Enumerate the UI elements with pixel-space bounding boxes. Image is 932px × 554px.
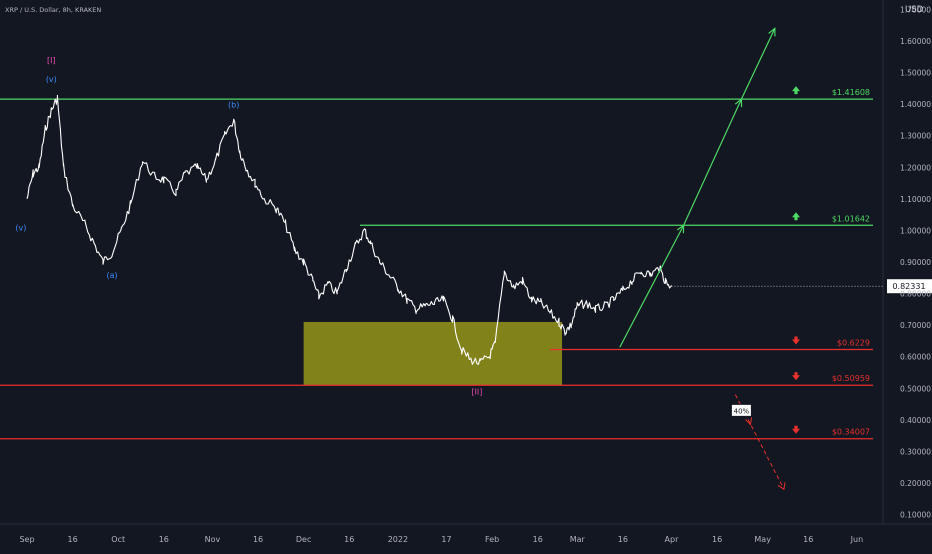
x-tick-label: 16 [803,535,813,544]
percent-annotation-box [730,403,752,417]
x-tick-label: Feb [485,535,499,544]
x-tick-label: Jun [850,535,864,544]
y-tick-label: 1.50000 [900,69,931,78]
price-level-label: $1.01642 [832,214,870,223]
x-tick-label: 16 [533,535,543,544]
wave-label: (a) [107,271,118,280]
x-tick-label: 16 [618,535,628,544]
x-tick-label: May [754,535,771,544]
x-tick-label: 16 [68,535,78,544]
wave-label: (v) [46,75,57,84]
x-tick-label: Mar [570,535,586,544]
x-tick-label: Dec [296,535,311,544]
currency-label: USD [905,5,924,15]
arrow-down-icon [792,425,800,434]
arrow-up-icon [792,212,800,221]
x-tick-label: 17 [441,535,451,544]
x-tick-label: Apr [665,535,680,544]
y-tick-label: 0.50000 [900,384,931,393]
y-tick-label: 1.70000 [900,5,931,14]
y-tick-label: 0.10000 [900,511,931,520]
y-tick-label: 0.70000 [900,321,931,330]
percent-annotation: 40% [734,407,750,415]
y-tick-label: 0.20000 [900,479,931,488]
support-zone[interactable] [303,321,563,386]
arrow-head-icon [768,27,776,37]
x-tick-label: Sep [19,535,34,544]
y-tick-label: 0.60000 [900,353,931,362]
y-tick-label: 1.00000 [900,226,931,235]
price-level-label: $0.6229 [837,338,870,347]
y-tick-label: 1.30000 [900,132,931,141]
arrow-head-icon [745,417,753,426]
price-level-label: $0.50959 [832,374,870,383]
wave-label: [I] [47,56,56,65]
x-tick-label: Nov [205,535,221,544]
wave-label: (v) [15,223,26,232]
y-tick-label: 1.60000 [900,37,931,46]
arrow-down-icon [792,372,800,381]
arrow-up-icon [792,86,800,95]
price-level-label: $1.41608 [832,88,870,97]
arrow-head-icon [734,97,743,108]
x-tick-label: 16 [712,535,722,544]
price-series-line[interactable] [26,94,672,365]
wave-label: [II] [471,388,482,397]
last-price-badge [887,279,932,294]
arrow-head-icon [676,224,685,234]
price-level-label: $0.34007 [832,428,870,437]
time-axis[interactable]: Sep 16 Oct 16 Nov 16 Dec 16 2022 17 Feb 16 Mar 16 Apr 1… [19,535,863,544]
projection-up-path[interactable] [619,28,776,348]
y-tick-label: 0.80000 [900,290,931,299]
price-axis[interactable]: 0.10000 0.20000 0.30000 0.40000 0.50000 0.600… [900,5,931,519]
y-tick-label: 0.90000 [900,258,931,267]
wave-label: (b) [228,100,239,109]
arrow-head-icon [777,482,786,491]
arrow-down-icon [792,336,800,345]
x-tick-label: 16 [253,535,263,544]
y-tick-label: 1.20000 [900,163,931,172]
last-price-label: 0.82331 [892,282,925,291]
y-tick-label: 0.30000 [900,447,931,456]
x-tick-label: 16 [344,535,354,544]
y-tick-label: 1.10000 [900,195,931,204]
y-tick-label: 1.40000 [900,100,931,109]
x-tick-label: 16 [159,535,169,544]
symbol-title: XRP / U.S. Dollar, 8h, KRAKEN [5,6,101,14]
x-tick-label: Oct [111,535,125,544]
y-tick-label: 0.40000 [900,416,931,425]
x-tick-label: 2022 [388,535,408,544]
